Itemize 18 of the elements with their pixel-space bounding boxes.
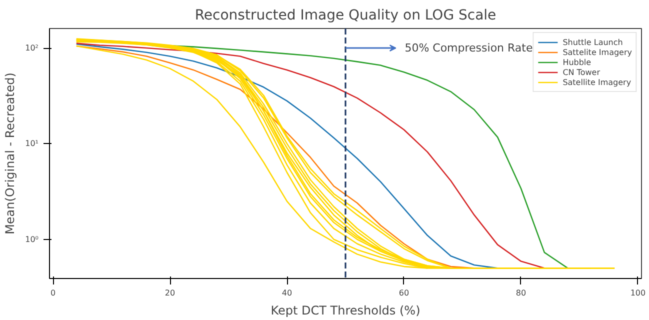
y-axis-title: Mean(Original - Recreated) xyxy=(3,72,18,234)
x-tick-label: 80 xyxy=(516,288,526,298)
annotation: 50% Compression Rate xyxy=(404,42,533,55)
y-tick-label: 10² xyxy=(25,44,39,53)
legend-label: Sattelite Imagery xyxy=(562,47,632,57)
legend-label: Shuttle Launch xyxy=(562,37,623,47)
x-tick-label: 0 xyxy=(50,288,56,298)
y-tick-label: 10¹ xyxy=(25,139,39,148)
chart-title: Reconstructed Image Quality on LOG Scale xyxy=(194,8,496,24)
x-tick-label: 40 xyxy=(282,288,292,298)
x-tick-label: 20 xyxy=(164,288,176,298)
x-axis-title: Kept DCT Thresholds (%) xyxy=(270,304,420,318)
legend-label: CN Tower xyxy=(562,67,600,77)
x-tick-label: 60 xyxy=(398,288,410,298)
legend-label: Hubble xyxy=(562,57,592,67)
y-tick-label: 10⁰ xyxy=(25,234,39,244)
legend-label: Satellite Imagery xyxy=(562,77,632,87)
x-tick-label: 100 xyxy=(630,288,646,298)
